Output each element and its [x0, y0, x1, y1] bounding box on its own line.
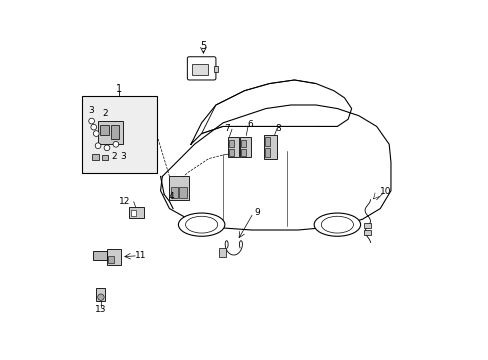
FancyBboxPatch shape: [187, 57, 216, 80]
Text: 3: 3: [120, 152, 126, 161]
Bar: [108, 256, 114, 263]
Bar: [229, 149, 233, 156]
Bar: [100, 125, 108, 135]
Text: 3: 3: [88, 106, 94, 115]
Bar: [91, 154, 99, 160]
Circle shape: [93, 131, 99, 136]
Bar: [179, 187, 186, 198]
Text: 2: 2: [111, 152, 117, 161]
Bar: [264, 138, 270, 147]
Circle shape: [113, 141, 119, 147]
Bar: [96, 288, 105, 301]
Bar: [171, 187, 178, 198]
Text: 5: 5: [200, 41, 206, 51]
Bar: [102, 155, 108, 160]
Bar: [241, 140, 245, 147]
Text: 11: 11: [135, 251, 146, 260]
Bar: [229, 140, 233, 147]
Text: 12: 12: [119, 197, 130, 206]
Bar: [364, 223, 370, 228]
Bar: [240, 137, 250, 157]
Bar: [110, 125, 119, 139]
Ellipse shape: [313, 213, 360, 236]
Text: 4: 4: [168, 192, 174, 201]
Bar: [364, 230, 370, 235]
Circle shape: [104, 145, 110, 151]
Text: 8: 8: [275, 124, 281, 133]
Text: 13: 13: [95, 305, 106, 314]
Bar: [129, 207, 144, 217]
Text: 1: 1: [116, 84, 122, 94]
Bar: [228, 137, 239, 157]
Circle shape: [88, 118, 94, 124]
Circle shape: [95, 143, 101, 149]
Text: 10: 10: [379, 187, 390, 196]
Circle shape: [91, 124, 97, 130]
Bar: [214, 66, 218, 72]
Bar: [241, 149, 245, 156]
Bar: [264, 148, 270, 157]
Text: 9: 9: [254, 208, 259, 217]
Bar: [169, 176, 189, 200]
Bar: [219, 248, 225, 257]
Text: 7: 7: [224, 124, 230, 133]
Bar: [107, 249, 121, 265]
Ellipse shape: [321, 216, 353, 233]
Ellipse shape: [185, 216, 217, 233]
Text: 6: 6: [246, 120, 252, 129]
Bar: [131, 210, 136, 216]
Bar: [191, 64, 207, 75]
Bar: [264, 135, 276, 158]
Bar: [82, 96, 157, 173]
Text: 2: 2: [102, 109, 108, 118]
Circle shape: [98, 294, 104, 300]
Ellipse shape: [178, 213, 224, 236]
Bar: [98, 121, 123, 144]
Bar: [93, 251, 107, 260]
